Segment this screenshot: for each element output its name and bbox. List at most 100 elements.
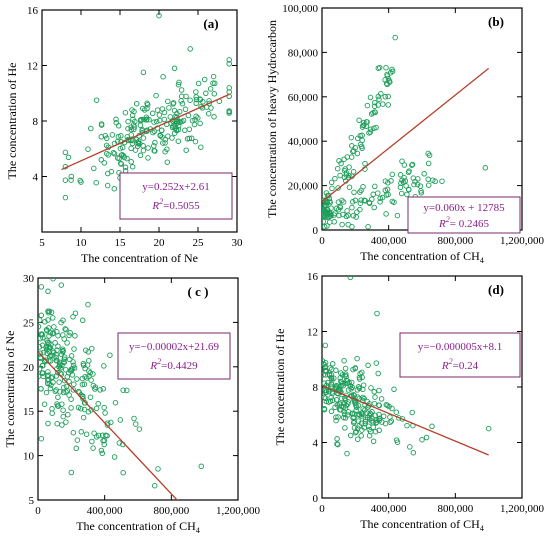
scatter-point: [371, 389, 377, 395]
scatter-point: [149, 110, 156, 117]
scatter-point: [333, 414, 339, 420]
scatter-point: [47, 330, 54, 336]
scatter-point: [358, 143, 365, 150]
scatter-point: [57, 388, 63, 395]
scatter-point: [327, 398, 334, 405]
scatter-point: [374, 417, 380, 423]
scatter-point: [197, 120, 203, 127]
scatter-point: [153, 118, 160, 125]
scatter-point: [71, 381, 77, 387]
scatter-point: [322, 380, 328, 386]
scatter-point: [342, 365, 349, 372]
plot-frame: [37, 277, 239, 501]
scatter-point: [38, 344, 43, 350]
scatter-point: [49, 406, 55, 412]
scatter-point: [338, 370, 344, 376]
scatter-point: [83, 431, 90, 437]
scatter-point: [333, 384, 339, 391]
scatter-points: [38, 278, 205, 489]
scatter-point: [322, 387, 328, 394]
scatter-point: [72, 310, 79, 316]
y-tick-label: 15: [23, 406, 35, 418]
scatter-point: [164, 159, 171, 165]
scatter-point: [201, 76, 208, 83]
scatter-point: [133, 100, 140, 107]
scatter-point: [49, 352, 55, 359]
scatter-point: [104, 182, 111, 189]
scatter-point: [226, 89, 232, 95]
scatter-point: [357, 133, 363, 139]
scatter-point: [51, 324, 57, 330]
scatter-point: [371, 400, 378, 407]
scatter-point: [65, 154, 72, 161]
scatter-point: [340, 414, 347, 421]
scatter-point: [38, 331, 44, 338]
scatter-point: [193, 100, 199, 107]
x-tick-label: 800,000: [437, 503, 473, 515]
scatter-point: [93, 434, 100, 440]
scatter-point: [61, 358, 67, 365]
scatter-point: [394, 212, 401, 219]
scatter-point: [410, 449, 417, 456]
scatter-point: [326, 371, 333, 378]
scatter-point: [38, 435, 45, 442]
y-tick-label: 20,000: [288, 181, 319, 193]
scatter-point: [368, 111, 375, 117]
y-tick-label: 0: [313, 493, 319, 505]
scatter-point: [370, 424, 376, 430]
scatter-point: [63, 419, 69, 425]
scatter-point: [226, 61, 232, 67]
scatter-point: [128, 145, 134, 152]
scatter-point: [159, 106, 166, 112]
scatter-point: [111, 454, 118, 460]
scatter-point: [120, 469, 126, 476]
scatter-point: [193, 96, 200, 103]
scatter-point: [78, 179, 84, 185]
scatter-point: [376, 96, 382, 102]
scatter-point: [406, 187, 412, 193]
scatter-point: [47, 385, 54, 392]
scatter-point: [193, 89, 199, 95]
scatter-point: [162, 140, 168, 146]
scatter-point: [97, 387, 103, 393]
scatter-point: [49, 330, 56, 337]
scatter-point: [397, 184, 404, 191]
scatter-point: [403, 183, 409, 189]
scatter-point: [375, 93, 382, 100]
scatter-point: [52, 388, 59, 395]
scatter-point: [334, 165, 341, 172]
scatter-point: [131, 415, 137, 422]
scatter-point: [93, 405, 100, 412]
scatter-point: [85, 146, 91, 152]
scatter-point: [178, 87, 185, 93]
scatter-point: [348, 154, 355, 160]
scatter-point: [358, 433, 364, 439]
x-tick-label: 1,200,000: [500, 235, 545, 247]
scatter-point: [162, 136, 169, 143]
scatter-point: [61, 384, 67, 391]
scatter-point: [152, 139, 158, 146]
scatter-point: [116, 440, 123, 446]
scatter-point: [45, 288, 51, 295]
scatter-point: [195, 80, 202, 87]
scatter-point: [78, 429, 85, 435]
scatter-point: [361, 197, 368, 203]
scatter-point: [365, 223, 371, 230]
scatter-point: [203, 90, 209, 97]
scatter-point: [88, 377, 94, 383]
scatter-point: [59, 346, 66, 352]
scatter-point: [350, 415, 356, 421]
scatter-point: [226, 57, 232, 63]
scatter-point: [103, 135, 110, 142]
scatter-point: [86, 357, 92, 364]
x-axis-title: The concentration of CH4: [76, 519, 200, 535]
scatter-point: [375, 370, 381, 377]
scatter-point: [322, 207, 326, 213]
scatter-point: [322, 223, 328, 230]
scatter-point: [90, 445, 96, 451]
scatter-point: [80, 362, 87, 369]
y-tick-label: 16: [307, 271, 319, 283]
scatter-point: [347, 432, 354, 439]
scatter-point: [101, 441, 107, 448]
scatter-point: [327, 210, 333, 217]
